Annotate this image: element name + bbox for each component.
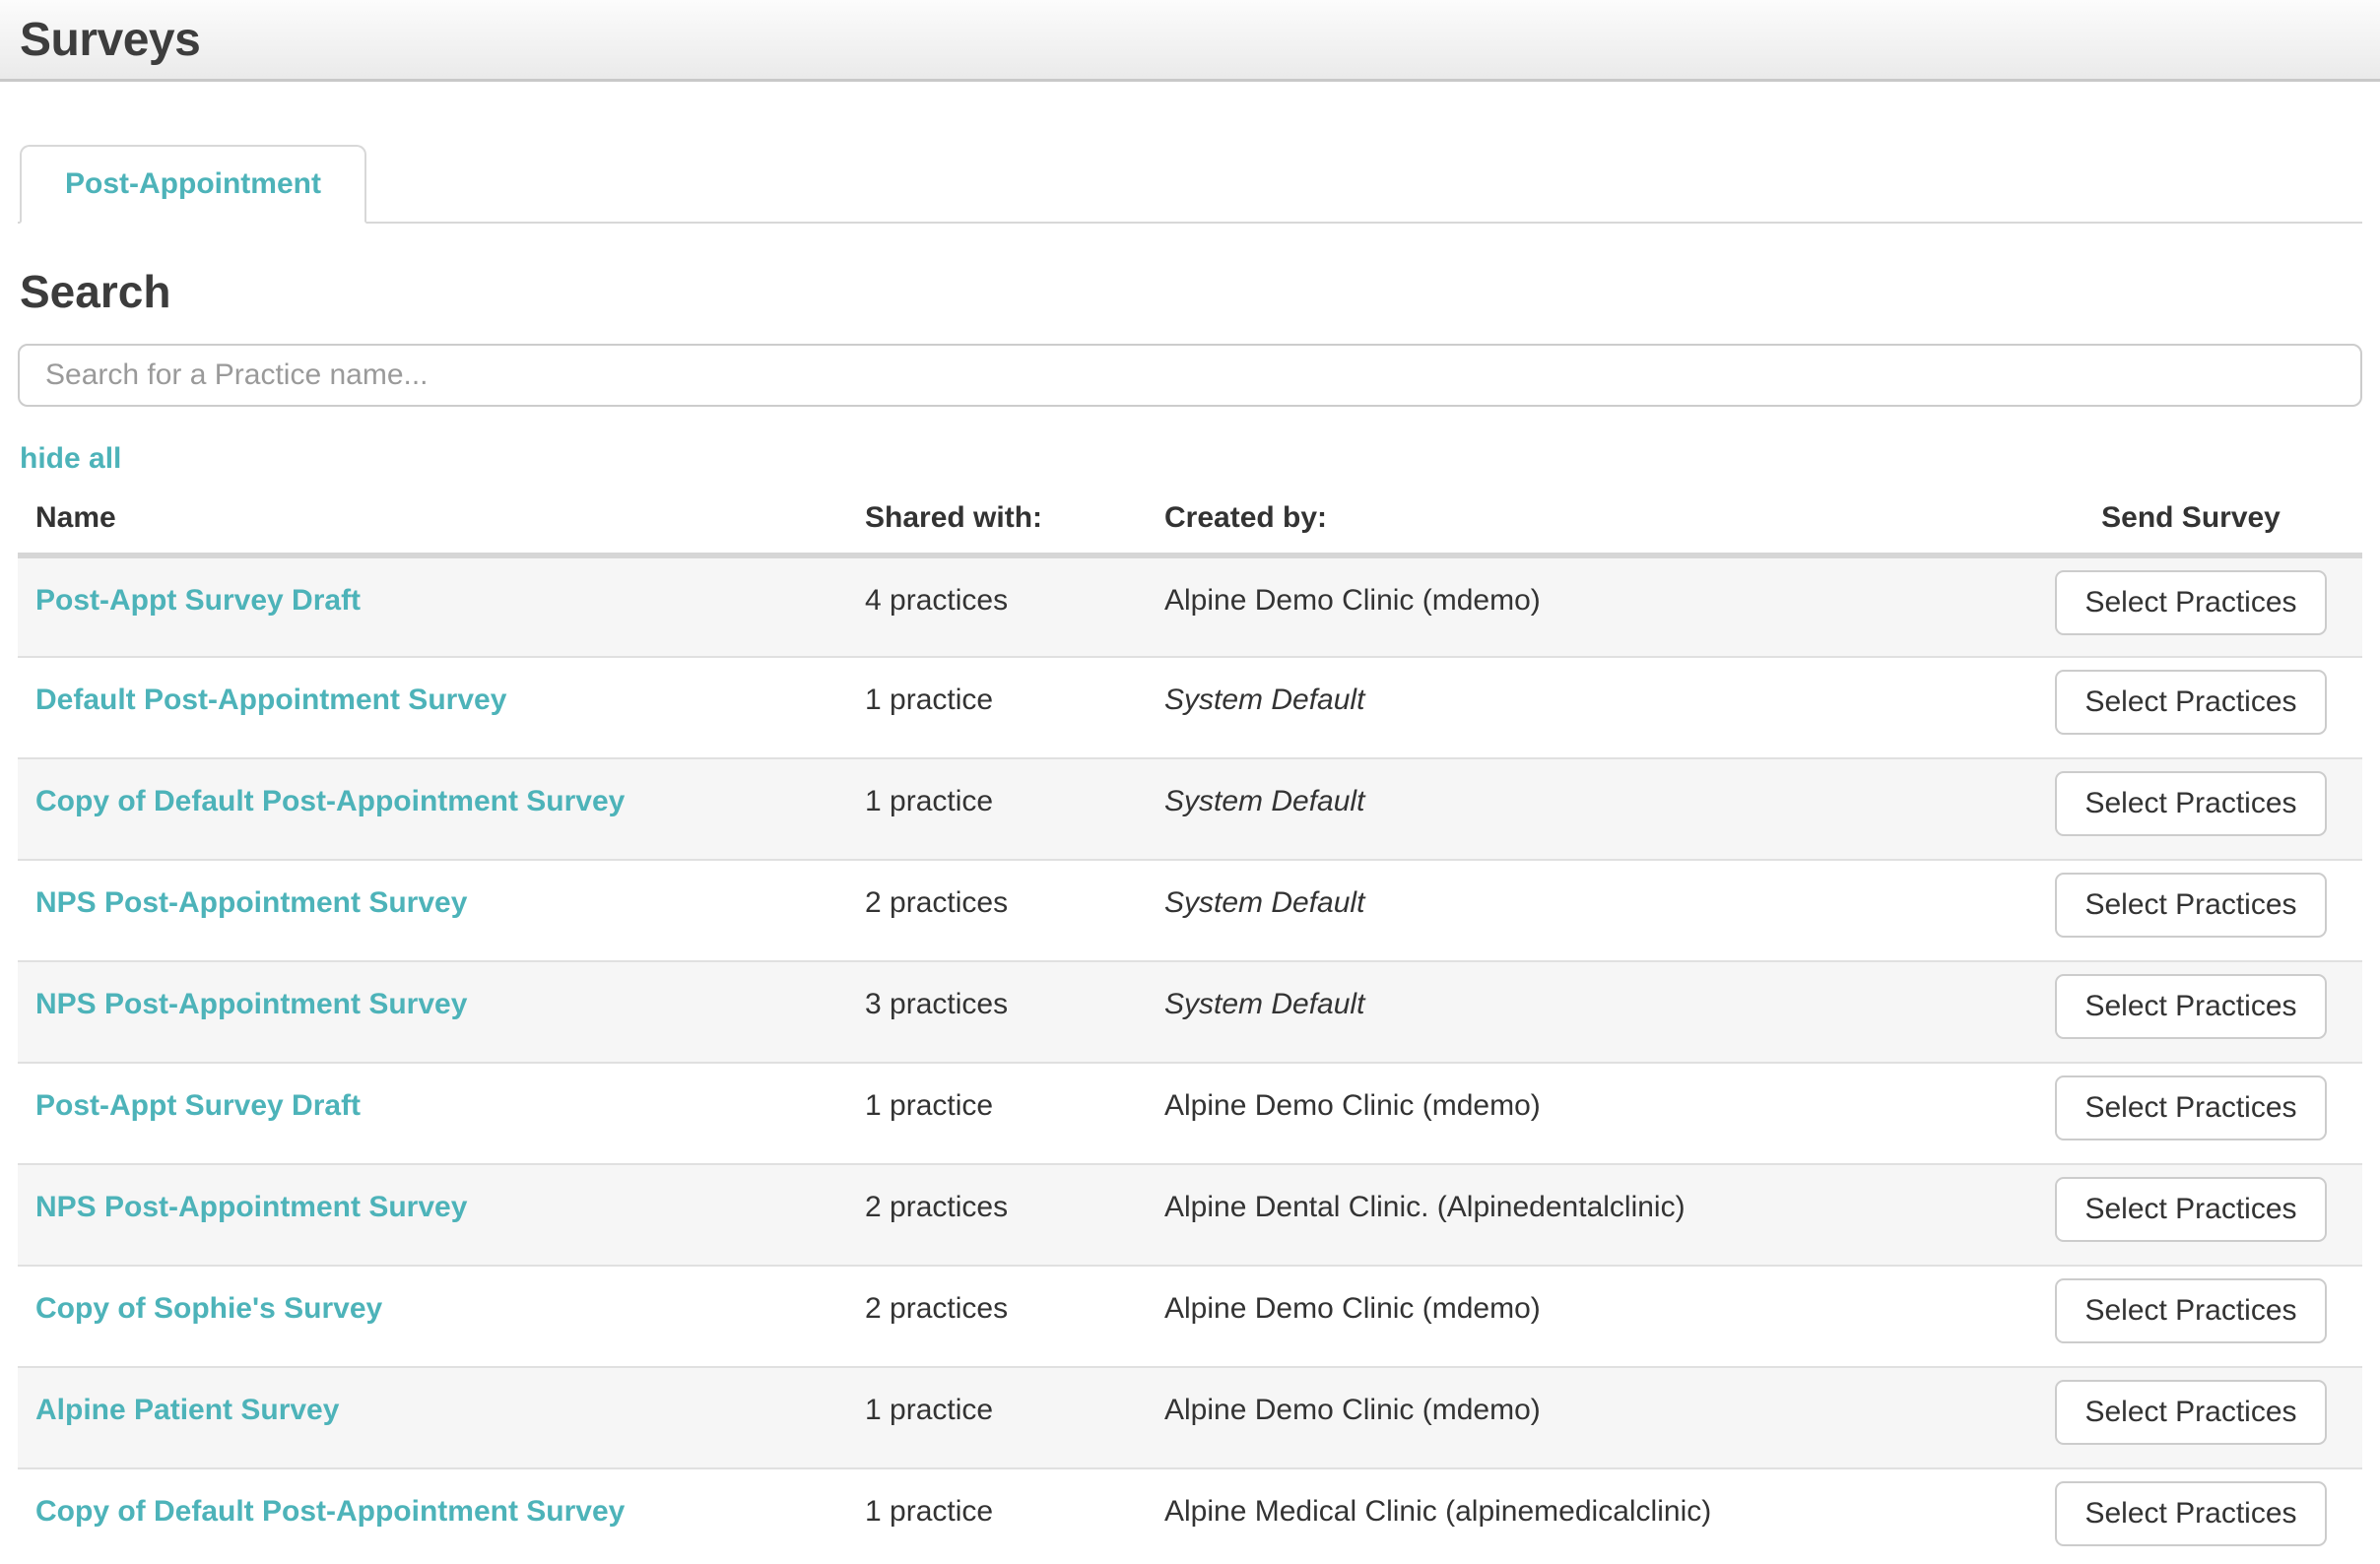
hide-all-link[interactable]: hide all xyxy=(20,442,122,475)
shared-with-cell: 1 practice xyxy=(847,1467,1147,1564)
shared-with-cell: 2 practices xyxy=(847,1265,1147,1367)
created-by-cell: Alpine Dental Clinic. (Alpinedentalclini… xyxy=(1147,1163,2019,1266)
select-practices-button[interactable]: Select Practices xyxy=(2055,1177,2327,1242)
select-practices-button[interactable]: Select Practices xyxy=(2055,1380,2327,1445)
created-by-cell: Alpine Demo Clinic (mdemo) xyxy=(1147,1265,2019,1367)
table-row: Post-Appt Survey Draft 4 practices Alpin… xyxy=(18,555,2362,657)
search-input[interactable] xyxy=(18,344,2362,407)
select-practices-button[interactable]: Select Practices xyxy=(2055,1481,2327,1546)
created-by-cell: System Default xyxy=(1147,656,2019,758)
survey-link[interactable]: Copy of Default Post-Appointment Survey xyxy=(35,785,626,817)
column-header-name: Name xyxy=(18,486,847,558)
table-row: Copy of Sophie's Survey 2 practices Alpi… xyxy=(18,1265,2362,1367)
created-by-cell: Alpine Medical Clinic (alpinemedicalclin… xyxy=(1147,1467,2019,1564)
shared-with-cell: 4 practices xyxy=(865,584,1009,617)
survey-link[interactable]: Post-Appt Survey Draft xyxy=(35,1089,362,1122)
survey-link[interactable]: Alpine Patient Survey xyxy=(35,1394,340,1426)
select-practices-button[interactable]: Select Practices xyxy=(2055,974,2327,1039)
table-header-row: Name Shared with: Created by: Send Surve… xyxy=(18,486,2362,558)
select-practices-button[interactable]: Select Practices xyxy=(2055,1075,2327,1140)
table-row: NPS Post-Appointment Survey 2 practices … xyxy=(18,1163,2362,1266)
survey-link[interactable]: NPS Post-Appointment Survey xyxy=(35,1191,468,1223)
survey-link[interactable]: NPS Post-Appointment Survey xyxy=(35,988,468,1020)
shared-with-cell: 3 practices xyxy=(847,960,1147,1063)
search-heading: Search xyxy=(20,266,171,317)
survey-link[interactable]: Default Post-Appointment Survey xyxy=(35,684,507,716)
surveys-table-body: Post-Appt Survey Draft 4 practices Alpin… xyxy=(18,555,2362,1564)
created-by-cell: Alpine Demo Clinic (mdemo) xyxy=(1164,584,1541,617)
select-practices-button[interactable]: Select Practices xyxy=(2055,1278,2327,1343)
column-header-send-survey: Send Survey xyxy=(2019,486,2362,558)
page-title: Surveys xyxy=(20,13,201,66)
survey-link[interactable]: NPS Post-Appointment Survey xyxy=(35,886,468,919)
created-by-cell: Alpine Demo Clinic (mdemo) xyxy=(1147,1366,2019,1468)
select-practices-button[interactable]: Select Practices xyxy=(2055,873,2327,938)
survey-link[interactable]: Post-Appt Survey Draft xyxy=(35,584,362,617)
survey-link[interactable]: Copy of Sophie's Survey xyxy=(35,1292,383,1325)
created-by-cell: System Default xyxy=(1147,960,2019,1063)
shared-with-cell: 2 practices xyxy=(847,859,1147,961)
column-header-created-by: Created by: xyxy=(1147,486,2019,558)
table-row: NPS Post-Appointment Survey 3 practices … xyxy=(18,960,2362,1063)
tab-post-appointment[interactable]: Post-Appointment xyxy=(20,145,366,224)
created-by-cell: System Default xyxy=(1147,757,2019,860)
table-row: Copy of Default Post-Appointment Survey … xyxy=(18,757,2362,860)
shared-with-cell: 1 practice xyxy=(847,757,1147,860)
created-by-cell: System Default xyxy=(1147,859,2019,961)
select-practices-button[interactable]: Select Practices xyxy=(2055,771,2327,836)
surveys-table: Name Shared with: Created by: Send Surve… xyxy=(18,486,2362,1564)
column-header-shared-with: Shared with: xyxy=(847,486,1147,558)
created-by-cell: Alpine Demo Clinic (mdemo) xyxy=(1147,1062,2019,1164)
search-bar xyxy=(18,344,2362,407)
shared-with-cell: 1 practice xyxy=(847,656,1147,758)
shared-with-cell: 2 practices xyxy=(847,1163,1147,1266)
page-header: Surveys xyxy=(0,0,2380,82)
shared-with-cell: 1 practice xyxy=(847,1062,1147,1164)
tab-bar: Post-Appointment xyxy=(18,145,2362,224)
select-practices-button[interactable]: Select Practices xyxy=(2055,670,2327,735)
select-practices-button[interactable]: Select Practices xyxy=(2055,570,2327,635)
table-row: Alpine Patient Survey 1 practice Alpine … xyxy=(18,1366,2362,1468)
survey-link[interactable]: Copy of Default Post-Appointment Survey xyxy=(35,1495,626,1528)
table-row: Default Post-Appointment Survey 1 practi… xyxy=(18,656,2362,758)
table-row: NPS Post-Appointment Survey 2 practices … xyxy=(18,859,2362,961)
shared-with-cell: 1 practice xyxy=(847,1366,1147,1468)
table-row: Copy of Default Post-Appointment Survey … xyxy=(18,1467,2362,1564)
table-row: Post-Appt Survey Draft 1 practice Alpine… xyxy=(18,1062,2362,1164)
